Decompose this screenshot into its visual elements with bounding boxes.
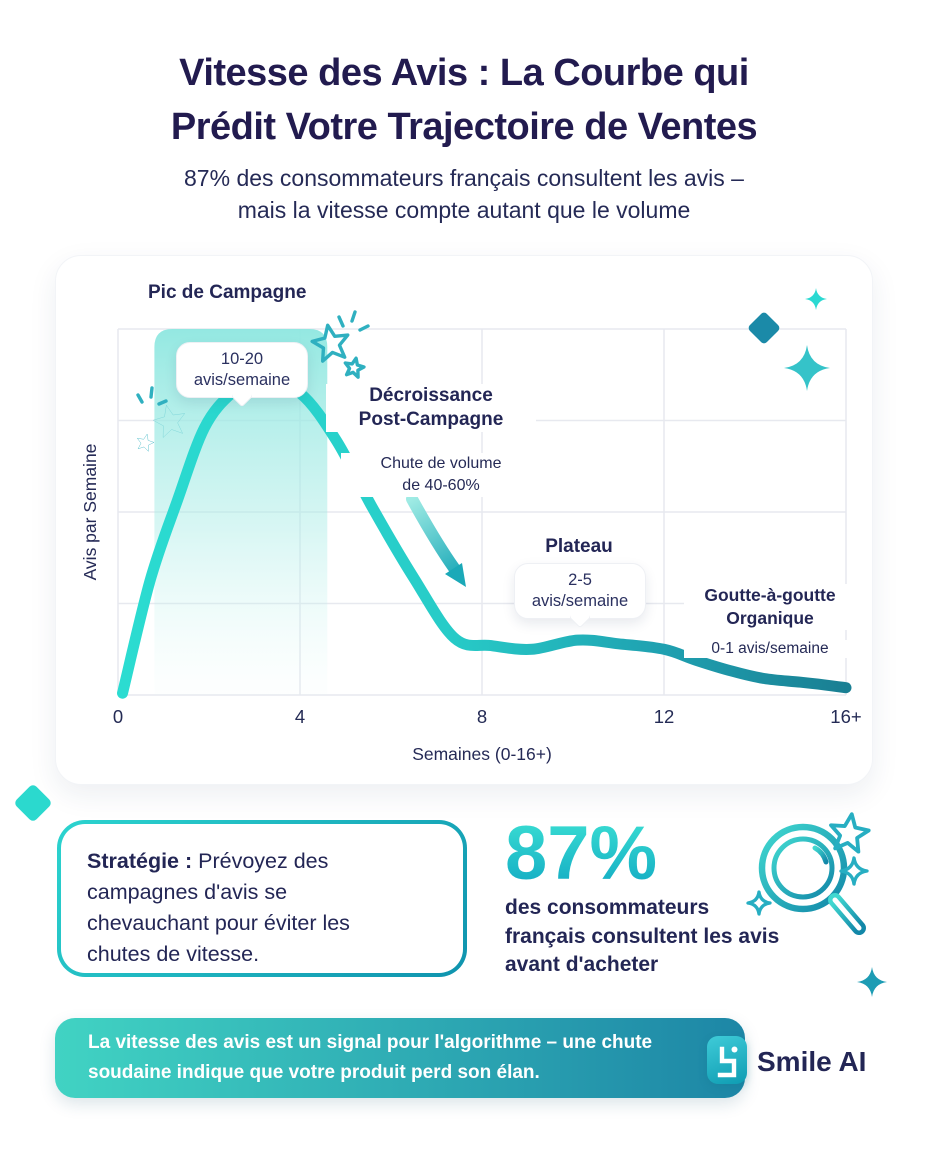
- lens-highlight: [812, 845, 829, 865]
- page-subtitle: 87% des consommateurs français consulten…: [0, 162, 928, 226]
- organic-note: 0-1 avis/semaine: [684, 640, 856, 658]
- campaign-highlight-band: [154, 329, 328, 695]
- sparkle-lines-icon: [337, 310, 370, 332]
- diamond-icon: [748, 312, 780, 344]
- strategy-line1: Prévoyez des: [198, 849, 329, 873]
- sparkle-icon: [784, 345, 830, 391]
- phase-label-decline: Décroissance Post-Campagne: [326, 384, 536, 432]
- page-title: Vitesse des Avis : La Courbe qui Prédit …: [0, 46, 928, 154]
- x-axis-ticks: 0 4 8 12 16+: [56, 706, 874, 730]
- page-subtitle-line2: mais la vitesse compte autant que le vol…: [237, 197, 691, 223]
- star-icon: [135, 432, 156, 452]
- banner-line1: La vitesse des avis est un signal pour l…: [88, 1032, 653, 1053]
- banner-line2: soudaine indique que votre produit perd …: [88, 1062, 540, 1083]
- sparkle-lines-icon: [136, 386, 168, 406]
- review-velocity-curve: [117, 372, 852, 699]
- x-tick-label: 4: [294, 706, 306, 727]
- stat-value: 87%: [505, 811, 658, 896]
- strategy-label: Stratégie :: [87, 849, 193, 873]
- callout-plateau-line1: 2-5: [568, 571, 592, 589]
- callout-plateau-line2: avis/semaine: [531, 592, 629, 610]
- review-velocity-chart-card: Pic de Campagne 10-20 avis/semaine Décro…: [55, 255, 873, 785]
- decline-arrow-icon: [406, 493, 466, 587]
- sparkle-icon: [805, 288, 827, 310]
- callout-plateau-rate: 2-5 avis/semaine: [514, 563, 646, 619]
- review-velocity-chart: [117, 288, 852, 699]
- page-title-line1: Vitesse des Avis : La Courbe qui: [179, 52, 749, 94]
- phase-label-organic: Goutte-à-goutte Organique: [684, 584, 856, 630]
- stat-desc-line1: des consommateurs: [505, 896, 710, 919]
- y-axis-label: Avis par Semaine: [80, 443, 100, 581]
- decline-note: Chute de volume de 40-60%: [341, 453, 541, 497]
- smile-ai-logo: [707, 1036, 747, 1084]
- sparkle-icon: [857, 967, 887, 997]
- decline-note-line1: Chute de volume: [380, 455, 502, 472]
- star-icon: [310, 323, 350, 363]
- phase-label-plateau: Plateau: [545, 536, 613, 557]
- strategy-line3: chevauchant pour éviter les: [87, 911, 350, 935]
- stat-desc-line3: avant d'acheter: [505, 953, 659, 976]
- page-subtitle-line1: 87% des consommateurs français consulten…: [184, 165, 744, 191]
- decline-title-line1: Décroissance: [369, 385, 493, 406]
- diamond-icon: [13, 783, 53, 823]
- strategy-box: Stratégie : Prévoyez des campagnes d'avi…: [57, 820, 467, 977]
- decline-title-line2: Post-Campagne: [358, 409, 504, 430]
- callout-peak-line1: 10-20: [220, 350, 264, 368]
- x-tick-label: 8: [476, 706, 488, 727]
- star-icon: [829, 812, 871, 854]
- x-tick-label: 12: [653, 706, 675, 727]
- page-title-line2: Prédit Votre Trajectoire de Ventes: [170, 106, 758, 148]
- x-tick-label: 0: [112, 706, 124, 727]
- phase-label-peak: Pic de Campagne: [148, 282, 307, 303]
- x-tick-label: 16+: [830, 706, 862, 727]
- stat-description: des consommateurs français consultent le…: [505, 894, 845, 980]
- smile-ai-logo-glyph: [717, 1046, 738, 1078]
- x-axis-label: Semaines (0-16+): [412, 744, 552, 764]
- stat-desc-line2: français consultent les avis: [505, 924, 780, 948]
- callout-peak-line2: avis/semaine: [193, 371, 291, 389]
- organic-title-line2: Organique: [726, 608, 814, 628]
- star-icon: [343, 356, 366, 379]
- star-icon: [151, 402, 189, 439]
- callout-peak-rate: 10-20 avis/semaine: [176, 342, 308, 398]
- algorithm-signal-banner: La vitesse des avis est un signal pour l…: [55, 1018, 745, 1098]
- decline-note-line2: de 40-60%: [402, 477, 480, 494]
- magnifier-lens-inner: [771, 836, 835, 900]
- organic-title-line1: Goutte-à-goutte: [704, 585, 836, 605]
- brand-name: Smile AI: [757, 1046, 867, 1077]
- strategy-line4: chutes de vitesse.: [87, 942, 260, 966]
- sparkle-icon: [839, 856, 869, 886]
- strategy-line2: campagnes d'avis se: [87, 880, 288, 904]
